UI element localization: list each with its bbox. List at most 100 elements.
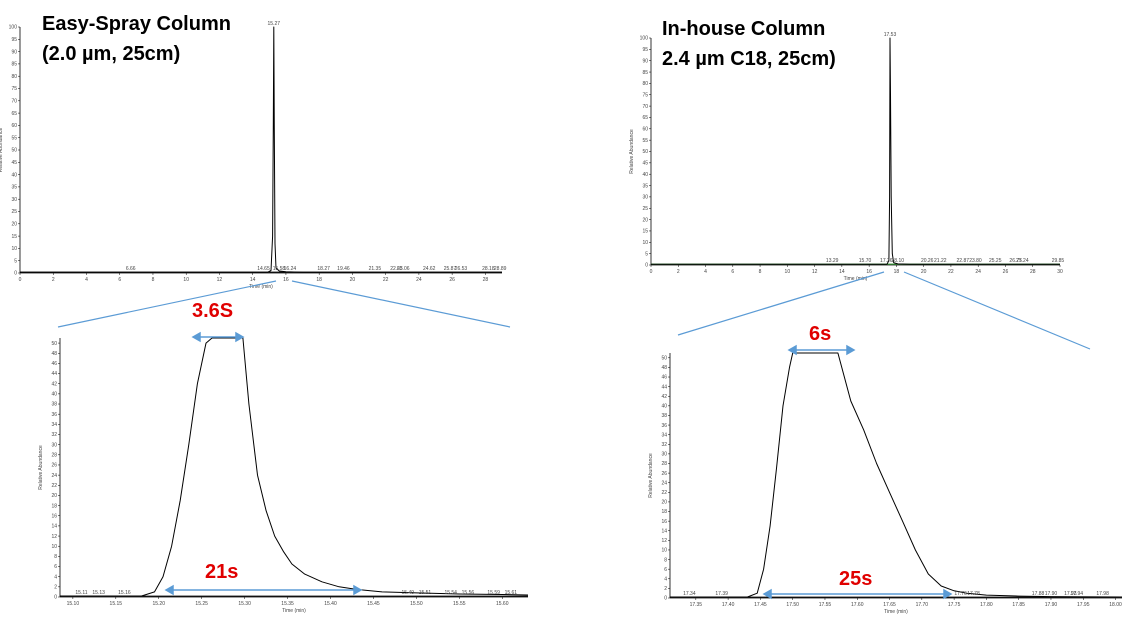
left-zoom-peak-label: 15.13 <box>92 590 105 596</box>
left-overview-peak-label: 24.62 <box>423 266 436 272</box>
left-base-width-label: 21s <box>205 561 238 583</box>
right-zoom-x-tick-label: 17.90 <box>1045 602 1058 608</box>
left-zoom-peak-label: 15.56 <box>462 590 475 596</box>
left-overview-y-tick-label: 40 <box>11 172 17 178</box>
right-overview-peak-label: 17.26 <box>880 258 893 264</box>
right-overview-x-tick-label: 20 <box>921 269 927 275</box>
right-overview-x-tick-label: 6 <box>731 269 734 275</box>
right-overview-y-tick-label: 55 <box>642 138 648 144</box>
right-top-width-label: 6s <box>809 323 831 345</box>
right-zoom-x-tick-label: 17.65 <box>883 602 896 608</box>
left-zoom-y-axis-label: Relative Abundance <box>38 445 44 490</box>
right-overview-peak-label: 18.10 <box>892 258 905 264</box>
left-zoom-x-tick-label: 15.25 <box>195 601 208 607</box>
right-title-line1: In-house Column <box>662 18 825 40</box>
left-zoom-y-tick-label: 6 <box>54 564 57 570</box>
right-overview-x-tick-label: 14 <box>839 269 845 275</box>
right-zoom-x-tick-label: 17.50 <box>786 602 799 608</box>
left-overview-x-tick-label: 2 <box>52 277 55 283</box>
right-overview-y-tick-label: 5 <box>645 251 648 257</box>
right-overview-peak-label: 27.24 <box>1016 258 1029 264</box>
right-zoom-x-tick-label: 17.95 <box>1077 602 1090 608</box>
left-zoom-peak-label: 15.16 <box>118 590 131 596</box>
right-zoom-y-tick-label: 20 <box>661 500 667 506</box>
left-overview-peak-label: 22.65 <box>390 266 403 272</box>
left-overview-y-tick-label: 50 <box>11 148 17 154</box>
left-zoom-y-tick-label: 4 <box>54 574 57 580</box>
right-zoom-y-tick-label: 48 <box>661 365 667 371</box>
left-overview-x-tick-label: 8 <box>152 277 155 283</box>
right-overview-peak-label: 23.80 <box>969 258 982 264</box>
left-overview-y-tick-label: 70 <box>11 99 17 105</box>
left-zoom-y-tick-label: 30 <box>51 442 57 448</box>
left-overview-peak-label: 25.87 <box>444 266 457 272</box>
right-overview-y-tick-label: 10 <box>642 240 648 246</box>
right-overview-y-tick-label: 80 <box>642 81 648 87</box>
left-title-line1: Easy-Spray Column <box>42 13 231 35</box>
right-zoom-peak-label: 17.94 <box>1071 591 1084 597</box>
right-zoom-y-tick-label: 32 <box>661 442 667 448</box>
left-zoom-peak-label: 15.59 <box>487 590 500 596</box>
left-zoom-y-tick-label: 14 <box>51 524 57 530</box>
left-overview-y-tick-label: 100 <box>9 25 18 31</box>
right-overview-y-tick-label: 50 <box>642 149 648 155</box>
right-zoom-x-tick-label: 17.40 <box>722 602 735 608</box>
right-zoom-y-tick-label: 8 <box>664 557 667 563</box>
right-overview-x-tick-label: 24 <box>975 269 981 275</box>
left-zoom-x-tick-label: 15.15 <box>110 601 123 607</box>
right-zoom-y-tick-label: 12 <box>661 538 667 544</box>
right-zoom-x-tick-label: 17.60 <box>851 602 864 608</box>
right-zoom-y-tick-label: 38 <box>661 413 667 419</box>
left-top-width-label: 3.6S <box>192 300 233 322</box>
right-base-width-arrow <box>762 588 953 600</box>
left-zoom-y-tick-label: 20 <box>51 493 57 499</box>
right-overview-x-tick-label: 28 <box>1030 269 1036 275</box>
right-overview-y-tick-label: 70 <box>642 104 648 110</box>
left-overview-y-tick-label: 10 <box>11 246 17 252</box>
left-zoom-y-tick-label: 16 <box>51 513 57 519</box>
left-overview-peak-label: 26.53 <box>455 266 468 272</box>
right-zoom-x-tick-label: 17.45 <box>754 602 767 608</box>
right-overview-peak-label: 21.22 <box>934 258 947 264</box>
right-zoom-peak-label: 17.88 <box>1032 591 1045 597</box>
left-overview-peak-label: 15.58 <box>273 266 286 272</box>
right-zoom-y-tick-label: 44 <box>661 384 667 390</box>
right-overview-x-tick-label: 4 <box>704 269 707 275</box>
right-zoom-x-axis-label: Time (min) <box>884 609 908 615</box>
left-zoom-y-tick-label: 2 <box>54 585 57 591</box>
left-overview-trace <box>20 26 502 273</box>
right-overview-peak-label: 20.26 <box>921 258 934 264</box>
right-zoom-y-tick-label: 30 <box>661 452 667 458</box>
left-overview-chart: 0510152025303540455055606570758085909510… <box>0 21 507 290</box>
left-zoom-y-tick-label: 34 <box>51 422 57 428</box>
right-zoom-y-tick-label: 40 <box>661 404 667 410</box>
left-zoom-y-tick-label: 0 <box>54 595 57 601</box>
left-overview-x-tick-label: 4 <box>85 277 88 283</box>
right-zoom-peak-label: 17.90 <box>1045 591 1058 597</box>
left-overview-y-tick-label: 30 <box>11 197 17 203</box>
right-zoom-peak-label: 17.78 <box>967 591 980 597</box>
left-zoom-y-tick-label: 22 <box>51 483 57 489</box>
right-overview-x-tick-label: 10 <box>785 269 791 275</box>
left-overview-x-tick-label: 0 <box>19 277 22 283</box>
left-zoom-x-tick-label: 15.40 <box>324 601 337 607</box>
right-zoom-y-axis-label: Relative Abundance <box>648 453 654 498</box>
left-zoom-x-tick-label: 15.35 <box>281 601 294 607</box>
left-overview-x-tick-label: 6 <box>118 277 121 283</box>
left-zoom-peak-label: 15.11 <box>75 590 87 596</box>
left-overview-y-tick-label: 95 <box>11 37 17 43</box>
left-overview-x-tick-label: 10 <box>183 277 189 283</box>
right-zoom-y-tick-label: 42 <box>661 394 667 400</box>
right-overview-x-tick-label: 22 <box>948 269 954 275</box>
right-overview-peak-label: 29.85 <box>1052 258 1065 264</box>
left-overview-peak-label: 18.27 <box>317 266 330 272</box>
left-zoom-y-tick-label: 36 <box>51 412 57 418</box>
left-overview-y-tick-label: 75 <box>11 86 17 92</box>
left-overview-peak-label: 15.27 <box>268 21 281 27</box>
right-zoom-peak-label: 17.39 <box>715 591 728 597</box>
left-base-width-arrow <box>164 584 363 596</box>
left-zoom-peak-label: 15.61 <box>505 590 518 596</box>
left-zoom-y-tick-label: 28 <box>51 453 57 459</box>
right-zoom-y-tick-label: 18 <box>661 509 667 515</box>
left-zoom-chart: 0246810121416182022242628303234363840424… <box>38 337 529 614</box>
